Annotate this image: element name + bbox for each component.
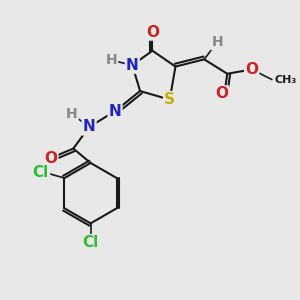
Text: CH₃: CH₃ — [274, 74, 296, 85]
Text: S: S — [164, 92, 175, 107]
Text: N: N — [109, 104, 122, 119]
Text: O: O — [215, 86, 228, 101]
Text: O: O — [44, 151, 57, 166]
Text: H: H — [106, 53, 117, 67]
Text: Cl: Cl — [33, 165, 49, 180]
Text: N: N — [126, 58, 139, 73]
Text: O: O — [245, 62, 258, 77]
Text: H: H — [212, 35, 223, 49]
Text: H: H — [66, 107, 78, 121]
Text: N: N — [83, 119, 95, 134]
Text: Cl: Cl — [82, 235, 99, 250]
Text: O: O — [146, 25, 159, 40]
